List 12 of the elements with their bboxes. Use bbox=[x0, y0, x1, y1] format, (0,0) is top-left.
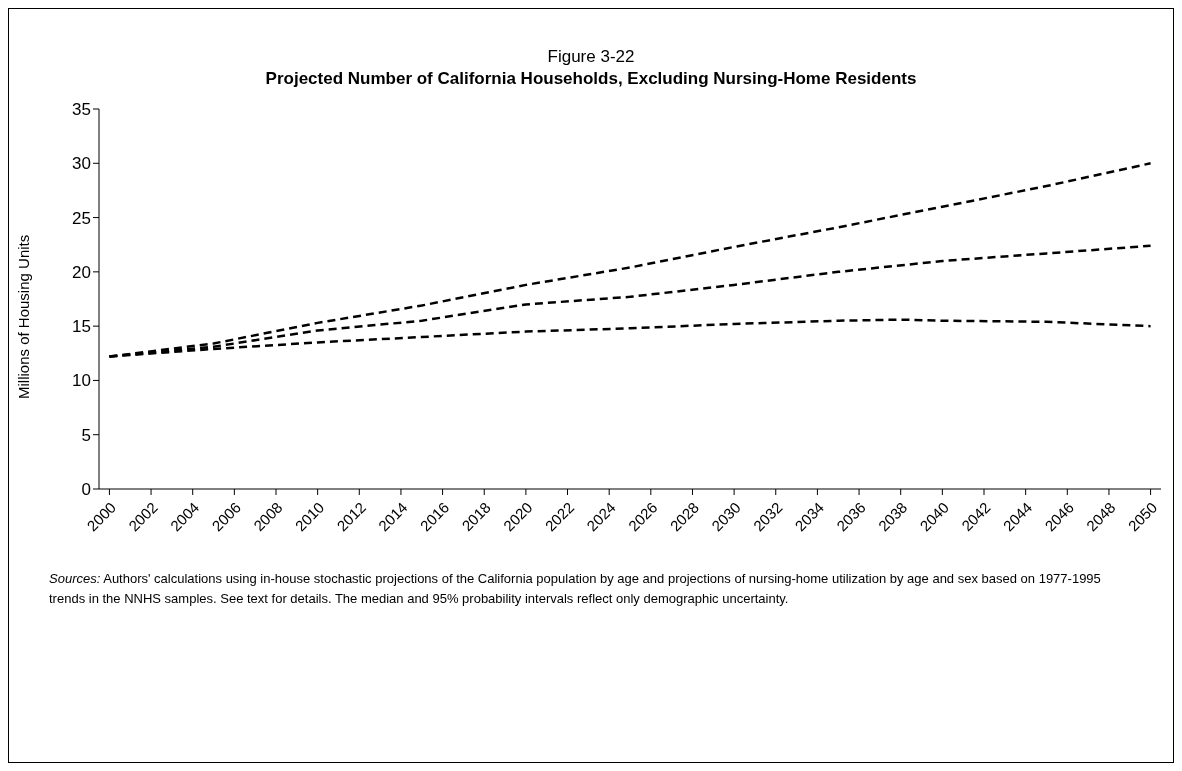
y-tick-label: 30 bbox=[72, 154, 91, 174]
chart-subtitle: Projected Number of California Households, Excluding Nursing-Home Residents bbox=[264, 69, 918, 89]
y-tick-label: 20 bbox=[72, 262, 91, 282]
y-tick-label: 35 bbox=[72, 100, 91, 120]
y-tick-label: 5 bbox=[81, 425, 91, 445]
y-tick-label: 0 bbox=[81, 480, 91, 500]
chart-title: Figure 3-22 bbox=[546, 47, 636, 67]
y-tick-label: 15 bbox=[72, 317, 91, 337]
y-tick-label: 10 bbox=[72, 371, 91, 391]
source-note: Sources: Authors' calculations using in-house stochastic projections of the California population by age and projections of nursing-home utilization by age and sex based on 1977-1995 trends in the NNHS samples. See text for details. The median and 95% probability intervals reflect only demographic uncertainty. bbox=[49, 571, 1101, 606]
y-tick-label: 25 bbox=[72, 208, 91, 228]
y-axis-title: Millions of Housing Units bbox=[15, 234, 33, 399]
